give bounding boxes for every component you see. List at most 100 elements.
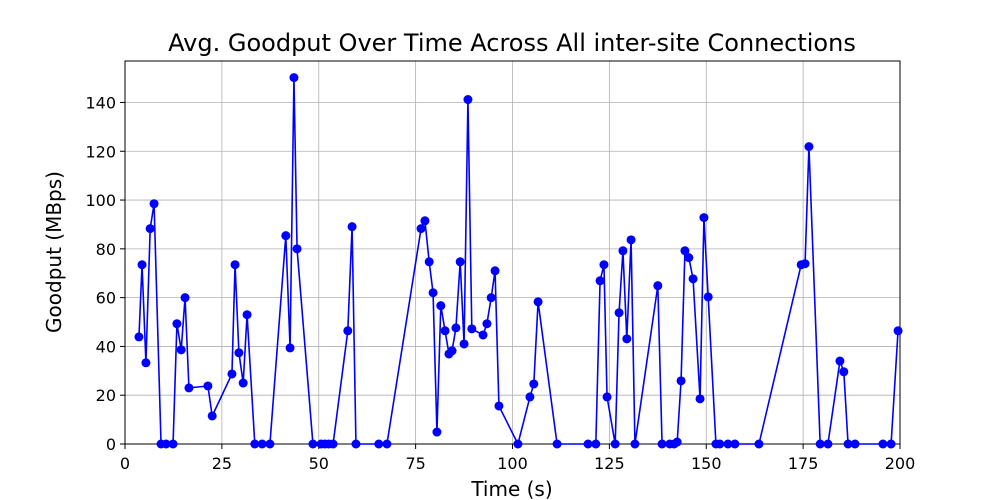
data-point: [149, 199, 159, 209]
data-point: [141, 358, 151, 368]
data-point: [595, 276, 605, 286]
data-point: [137, 260, 147, 270]
data-point: [265, 439, 275, 449]
data-point: [250, 439, 260, 449]
data-point: [238, 378, 248, 388]
data-point: [680, 246, 690, 256]
data-point: [455, 257, 465, 267]
data-point: [447, 346, 457, 356]
data-point: [525, 392, 535, 402]
data-point: [614, 308, 624, 318]
data-point: [602, 392, 612, 402]
data-point: [482, 319, 492, 329]
x-tick-label: 25: [212, 454, 232, 473]
x-tick-label: 200: [885, 454, 916, 473]
x-tick-label: 150: [691, 454, 722, 473]
data-point: [308, 439, 318, 449]
data-point: [672, 437, 682, 447]
data-point: [180, 293, 190, 303]
data-point: [168, 439, 178, 449]
data-point: [172, 319, 182, 329]
data-point: [176, 345, 186, 355]
x-tick-label: 125: [594, 454, 625, 473]
data-point: [599, 260, 609, 270]
x-tick-label: 50: [309, 454, 329, 473]
data-point: [513, 439, 523, 449]
data-point: [886, 439, 896, 449]
x-tick-label: 175: [788, 454, 819, 473]
data-point: [618, 246, 628, 256]
data-point: [843, 439, 853, 449]
data-point: [754, 439, 764, 449]
chart-title: Avg. Goodput Over Time Across All inter-…: [168, 29, 856, 57]
data-point: [134, 332, 144, 342]
data-point: [451, 323, 461, 333]
data-point: [486, 293, 496, 303]
data-point: [591, 439, 601, 449]
data-point: [424, 257, 434, 267]
data-point: [234, 348, 244, 358]
data-point: [657, 439, 667, 449]
data-point: [347, 222, 357, 232]
y-tick-label: 20: [96, 386, 116, 405]
data-point: [374, 439, 384, 449]
data-point: [436, 301, 446, 311]
data-point: [494, 401, 504, 411]
data-point: [815, 439, 825, 449]
data-point: [684, 253, 694, 263]
x-tick-label: 100: [497, 454, 528, 473]
data-point: [432, 427, 442, 437]
data-point: [703, 292, 713, 302]
data-point: [839, 367, 849, 377]
data-point: [490, 266, 500, 276]
data-point: [281, 231, 291, 241]
data-point: [699, 213, 709, 223]
data-point: [723, 439, 733, 449]
y-tick-label: 100: [85, 191, 116, 210]
data-point: [230, 260, 240, 270]
data-point: [478, 330, 488, 340]
data-point: [382, 439, 392, 449]
data-point: [463, 95, 473, 105]
data-point: [610, 439, 620, 449]
data-point: [161, 439, 171, 449]
data-point: [893, 326, 903, 336]
data-point: [440, 326, 450, 336]
data-point: [467, 324, 477, 334]
data-point: [203, 381, 213, 391]
data-point: [343, 326, 353, 336]
data-point: [257, 439, 267, 449]
data-point: [630, 439, 640, 449]
data-point: [533, 297, 543, 307]
data-point: [285, 343, 295, 353]
data-point: [804, 142, 814, 152]
data-point: [416, 224, 426, 234]
y-tick-label: 60: [96, 289, 116, 308]
data-point: [583, 439, 593, 449]
y-tick-label: 40: [96, 337, 116, 356]
y-tick-label: 0: [106, 435, 116, 454]
data-point: [626, 235, 636, 245]
data-point: [420, 216, 430, 226]
data-point: [529, 379, 539, 389]
data-point: [695, 394, 705, 404]
data-point: [459, 339, 469, 349]
data-point: [289, 73, 299, 83]
data-point: [145, 224, 155, 234]
x-axis-label: Time (s): [470, 477, 552, 500]
data-point: [835, 356, 845, 366]
data-point: [823, 439, 833, 449]
data-point: [428, 288, 438, 298]
data-point: [730, 439, 740, 449]
x-tick-label: 75: [405, 454, 425, 473]
data-point: [351, 439, 361, 449]
y-tick-label: 140: [85, 93, 116, 112]
data-point: [688, 274, 698, 284]
data-point: [292, 244, 302, 254]
data-point: [715, 439, 725, 449]
x-tick-label: 0: [120, 454, 130, 473]
data-point: [676, 376, 686, 386]
y-tick-label: 80: [96, 240, 116, 259]
